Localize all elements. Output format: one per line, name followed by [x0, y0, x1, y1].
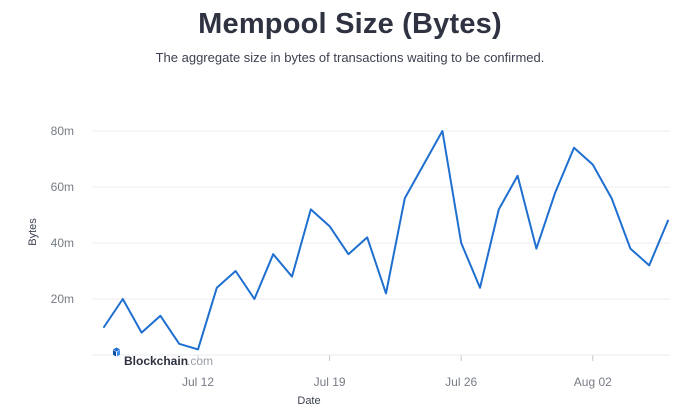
- data-point: [609, 195, 615, 201]
- data-point: [195, 346, 201, 352]
- data-point: [533, 246, 539, 252]
- data-point: [590, 162, 596, 168]
- data-point: [101, 324, 107, 330]
- data-point: [439, 128, 445, 134]
- data-point: [571, 145, 577, 151]
- data-point: [402, 195, 408, 201]
- y-tick-label: 60m: [51, 180, 74, 194]
- data-point: [552, 190, 558, 196]
- x-tick-label: Jul 26: [445, 375, 477, 389]
- y-axis-title: Bytes: [27, 218, 39, 246]
- data-point: [327, 223, 333, 229]
- data-point: [251, 296, 257, 302]
- gridlines: [92, 130, 670, 300]
- data-point: [458, 240, 464, 246]
- watermark-suffix: .com: [187, 354, 213, 368]
- series-line: [103, 130, 669, 351]
- y-tick-label: 80m: [51, 124, 74, 138]
- data-point: [477, 285, 483, 291]
- x-tick-label: Aug 02: [574, 375, 612, 389]
- data-point: [289, 274, 295, 280]
- data-point: [157, 313, 163, 319]
- data-point: [270, 251, 276, 257]
- watermark-brand: Blockchain: [124, 354, 188, 368]
- data-point: [139, 330, 145, 336]
- data-point: [421, 162, 427, 168]
- x-axis-title: Date: [297, 395, 320, 407]
- x-tick-label: Jul 19: [314, 375, 346, 389]
- data-point: [515, 173, 521, 179]
- data-point: [627, 246, 633, 252]
- data-point: [364, 234, 370, 240]
- data-point: [383, 290, 389, 296]
- data-point: [496, 206, 502, 212]
- data-point: [120, 296, 126, 302]
- data-point: [233, 268, 239, 274]
- data-point: [308, 206, 314, 212]
- data-point: [345, 251, 351, 257]
- chart-subtitle: The aggregate size in bytes of transacti…: [155, 50, 545, 65]
- chart-title: Mempool Size (Bytes): [198, 8, 502, 40]
- series-layer: [101, 128, 671, 352]
- watermark-logo: Blockchain .com: [113, 347, 213, 368]
- data-point: [176, 341, 182, 347]
- x-axis-ticks: Jul 12 Jul 19 Jul 26 Aug 02: [182, 355, 612, 389]
- y-tick-label: 20m: [51, 292, 74, 306]
- blockchain-logo-icon: [113, 347, 120, 357]
- data-point: [665, 218, 671, 224]
- data-point: [214, 285, 220, 291]
- y-axis-ticks: 20m 40m 60m 80m: [51, 124, 74, 306]
- data-point: [646, 262, 652, 268]
- y-tick-label: 40m: [51, 236, 74, 250]
- x-tick-label: Jul 12: [182, 375, 214, 389]
